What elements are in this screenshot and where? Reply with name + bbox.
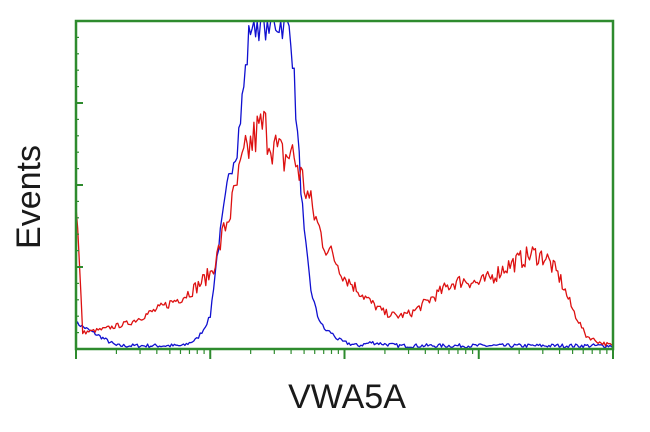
series-line-1 bbox=[75, 20, 614, 349]
plot-frame bbox=[74, 19, 615, 351]
axes-layer bbox=[74, 19, 615, 359]
series-line-2 bbox=[75, 110, 614, 347]
x-axis-label: VWA5A bbox=[288, 378, 406, 416]
series-layer bbox=[75, 20, 614, 349]
y-axis-label: Events bbox=[10, 145, 48, 249]
